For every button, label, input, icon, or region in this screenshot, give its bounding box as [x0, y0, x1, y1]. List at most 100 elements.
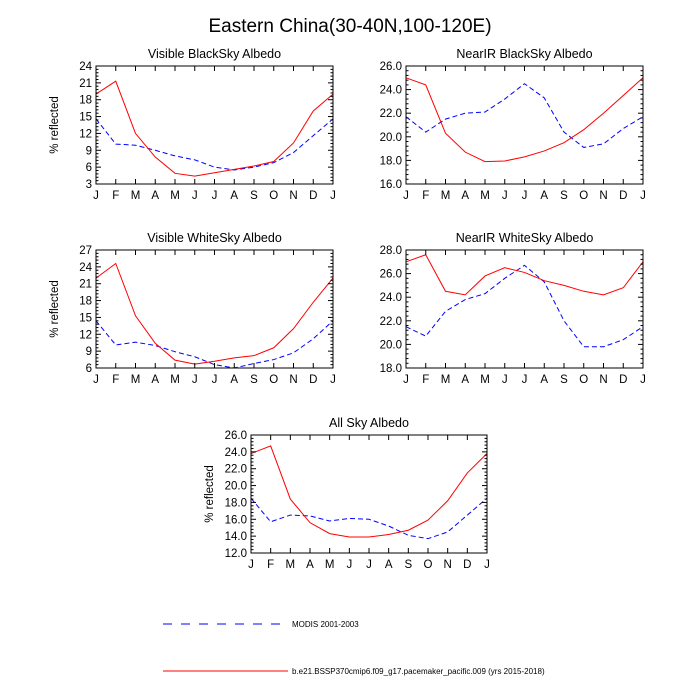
x-tick-label: J	[93, 190, 99, 202]
y-tick-label: 6	[86, 162, 92, 174]
x-tick-label: J	[330, 374, 336, 386]
x-tick-label: J	[248, 559, 254, 571]
x-tick-label: J	[93, 374, 99, 386]
x-tick-label: F	[422, 374, 429, 386]
x-tick-label: D	[619, 374, 627, 386]
x-tick-label: M	[131, 374, 141, 386]
x-tick-label: O	[424, 559, 433, 571]
x-tick-label: D	[619, 190, 627, 202]
x-tick-label: F	[112, 190, 119, 202]
y-tick-label: 15	[79, 112, 92, 124]
x-tick-label: J	[522, 190, 528, 202]
series-line-model	[95, 262, 334, 365]
y-tick-label: 16.0	[380, 179, 402, 191]
x-tick-label: N	[289, 374, 297, 386]
y-tick-label: 24.0	[380, 85, 402, 97]
y-tick-label: 24	[79, 61, 92, 73]
x-tick-label: F	[267, 559, 274, 571]
x-tick-label: O	[269, 374, 278, 386]
x-tick-label: J	[330, 190, 336, 202]
panel-title: Visible BlackSky Albedo	[148, 47, 281, 61]
y-axis-label: % reflected	[49, 280, 61, 338]
y-tick-label: 28.0	[380, 245, 402, 257]
y-tick-label: 18	[79, 95, 92, 107]
x-tick-label: A	[540, 374, 548, 386]
y-tick-label: 16.0	[225, 514, 247, 526]
x-tick-label: M	[480, 374, 490, 386]
x-tick-label: D	[309, 374, 317, 386]
x-tick-label: J	[192, 374, 198, 386]
x-tick-label: A	[540, 190, 548, 202]
y-axis-label: % reflected	[49, 96, 61, 154]
y-tick-label: 22.0	[380, 316, 402, 328]
y-tick-label: 12	[79, 329, 92, 341]
y-tick-label: 14.0	[225, 531, 247, 543]
x-tick-label: M	[170, 190, 180, 202]
y-tick-label: 6	[86, 363, 92, 375]
y-tick-label: 21	[79, 78, 92, 90]
y-tick-label: 9	[86, 145, 92, 157]
x-tick-label: J	[212, 374, 218, 386]
x-tick-label: S	[250, 374, 258, 386]
y-tick-label: 26.0	[380, 61, 402, 73]
series-line-modis	[250, 497, 488, 540]
series-line-modis	[405, 264, 644, 348]
x-tick-label: A	[461, 190, 469, 202]
x-tick-label: A	[306, 559, 314, 571]
figure-title: Eastern China(30-40N,100-120E)	[208, 16, 491, 37]
x-tick-label: J	[640, 190, 646, 202]
x-tick-label: J	[640, 374, 646, 386]
y-axis-label: % reflected	[204, 465, 216, 523]
x-tick-label: N	[289, 190, 297, 202]
series-line-model	[95, 80, 334, 177]
x-tick-label: M	[325, 559, 335, 571]
y-tick-label: 24	[79, 262, 92, 274]
y-tick-label: 26.0	[380, 269, 402, 281]
x-tick-label: O	[579, 190, 588, 202]
legend-model-label: b.e21.BSSP370cmip6.f09_g17.pacemaker_pac…	[292, 667, 545, 676]
x-tick-label: M	[170, 374, 180, 386]
series-line-modis	[95, 320, 334, 369]
series-line-modis	[95, 118, 334, 171]
x-tick-label: O	[579, 374, 588, 386]
y-tick-label: 22.0	[380, 108, 402, 120]
y-tick-label: 24.0	[225, 447, 247, 459]
panel-title: All Sky Albedo	[329, 416, 409, 430]
x-tick-label: M	[441, 190, 451, 202]
x-tick-label: N	[444, 559, 452, 571]
plot-frame	[405, 249, 644, 369]
x-tick-label: A	[230, 374, 238, 386]
y-tick-label: 9	[86, 346, 92, 358]
series-line-modis	[405, 83, 644, 148]
plot-frame	[95, 65, 334, 185]
y-tick-label: 20.0	[380, 132, 402, 144]
x-tick-label: J	[346, 559, 352, 571]
y-tick-label: 18.0	[380, 155, 402, 167]
y-tick-label: 18.0	[225, 497, 247, 509]
series-line-model	[405, 254, 644, 296]
plot-frame	[250, 434, 488, 554]
y-tick-label: 3	[86, 179, 92, 191]
y-tick-label: 26.0	[225, 430, 247, 442]
x-tick-label: A	[461, 374, 469, 386]
x-tick-label: J	[522, 374, 528, 386]
x-tick-label: J	[366, 559, 372, 571]
y-tick-label: 12.0	[225, 548, 247, 560]
y-tick-label: 18.0	[380, 363, 402, 375]
y-tick-label: 18	[79, 296, 92, 308]
y-tick-label: 27	[79, 245, 92, 257]
x-tick-label: M	[441, 374, 451, 386]
x-tick-label: A	[230, 190, 238, 202]
legend-modis-label: MODIS 2001-2003	[292, 620, 359, 629]
panel-title: Visible WhiteSky Albedo	[147, 231, 282, 245]
x-tick-label: J	[212, 190, 218, 202]
x-tick-label: J	[403, 190, 409, 202]
y-tick-label: 15	[79, 312, 92, 324]
y-tick-label: 20.0	[225, 481, 247, 493]
x-tick-label: M	[480, 190, 490, 202]
